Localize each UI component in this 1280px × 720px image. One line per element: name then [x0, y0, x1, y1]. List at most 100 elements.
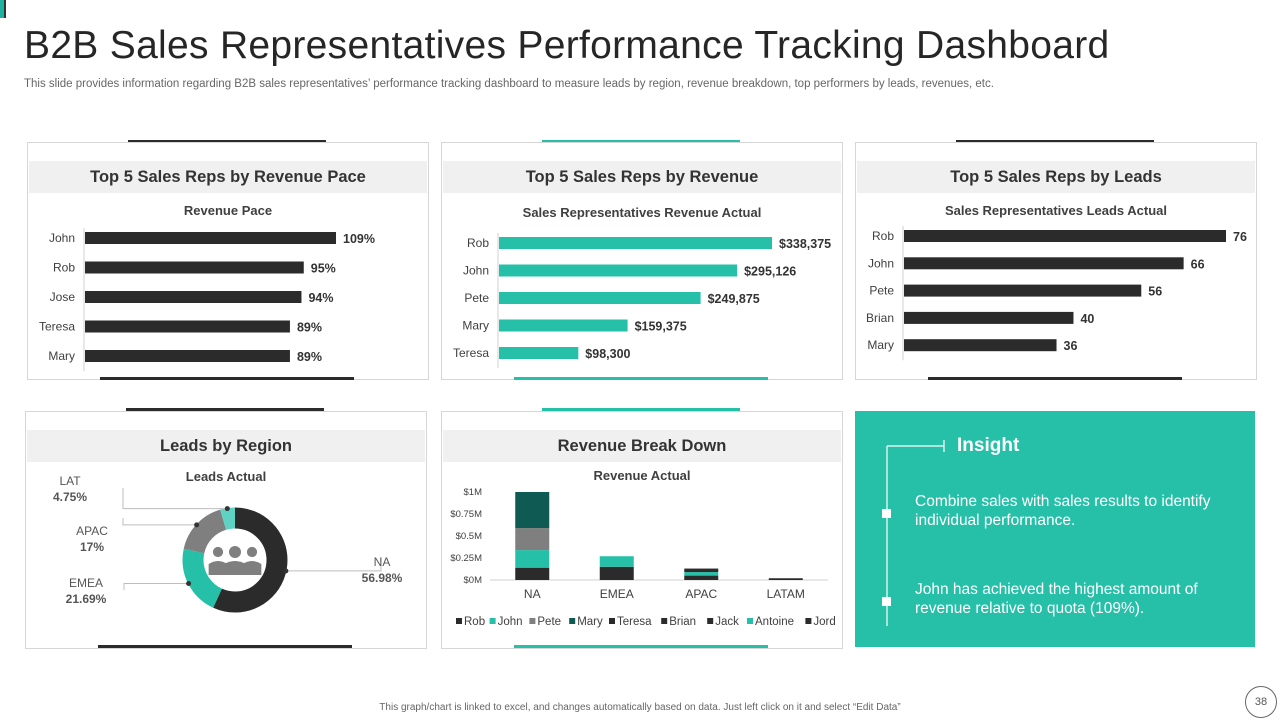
bar-segment-john	[684, 572, 719, 576]
bar	[85, 320, 290, 333]
slice-name: EMEA	[69, 576, 103, 590]
y-tick-label: $0.25M	[450, 553, 482, 564]
legend-label: Pete	[537, 616, 561, 628]
insight-connector-lines	[882, 440, 945, 626]
connector-line	[122, 518, 197, 526]
bar	[85, 261, 304, 274]
category-label: John	[49, 231, 75, 245]
legend-label: Jord	[813, 616, 835, 628]
revenue-chart[interactable]: Rob $338,375 John $295,126 Pete $249,875 Mary $…	[442, 143, 842, 379]
chart-title: Revenue Actual	[593, 468, 691, 483]
legend-swatch	[747, 618, 753, 624]
bar-segment-rob	[684, 575, 719, 580]
category-label: Brian	[866, 311, 894, 325]
legend-label: Rob	[464, 616, 485, 628]
bar	[499, 319, 628, 332]
panel-accent-bottom	[514, 377, 768, 380]
bar	[904, 257, 1184, 270]
panel-revenue-pace[interactable]: Top 5 Sales Reps by Revenue Pace Revenue…	[27, 142, 429, 380]
data-label: 56	[1148, 285, 1162, 299]
category-label: Mary	[462, 319, 489, 333]
revenue-pace-chart[interactable]: John 109% Rob 95% Jose 94% Teresa 89% Mary 89%	[28, 143, 428, 379]
corner-accent-dark	[4, 0, 6, 18]
bar	[904, 230, 1226, 242]
person-body	[224, 561, 246, 575]
data-label: 109%	[343, 232, 375, 246]
connector-dot	[224, 506, 230, 512]
legend-swatch	[569, 618, 576, 624]
legend-swatch	[529, 618, 536, 624]
data-label: 95%	[311, 262, 336, 276]
breakdown-chart[interactable]: $0M $0.25M $0.5M $0.75M $1M NA EMEA APAC LATAM Ro…	[442, 412, 842, 648]
legend-swatch	[489, 618, 496, 624]
connector-dot	[283, 568, 289, 574]
legend-label: Teresa	[617, 616, 652, 628]
legend-label: Mary	[577, 616, 603, 628]
category-label: Mary	[867, 338, 894, 352]
bar	[85, 291, 302, 303]
x-tick-label: LATAM	[767, 587, 805, 601]
panel-accent-top	[126, 408, 324, 413]
legend-label: Jack	[715, 616, 739, 628]
category-label: Teresa	[39, 320, 75, 334]
person-head	[229, 546, 241, 558]
data-label: 66	[1191, 257, 1205, 271]
bar-segment-rob	[599, 566, 634, 580]
chart-title: Sales Representatives Revenue Actual	[522, 205, 762, 220]
insight-box: Insight Combine sales with sales results…	[855, 411, 1255, 647]
y-tick-label: $0.75M	[450, 509, 482, 520]
slice-value: 21.69%	[66, 592, 107, 606]
panel-leads[interactable]: Top 5 Sales Reps by Leads Sales Represen…	[855, 142, 1257, 380]
category-label: Rob	[872, 229, 894, 243]
bar-segment-rob	[515, 567, 550, 580]
panel-accent-bottom	[928, 377, 1182, 380]
data-label: $159,375	[635, 320, 687, 334]
bar-segment-brian	[684, 568, 719, 573]
person-head	[212, 546, 224, 558]
insight-point: Combine sales with sales results to iden…	[915, 493, 1211, 529]
category-label: John	[463, 264, 489, 278]
data-label: 76	[1233, 230, 1247, 244]
bar-segment-john	[515, 550, 550, 568]
panel-heading: Top 5 Sales Reps by Leads	[857, 161, 1255, 193]
connector-line	[123, 582, 189, 590]
category-label: Pete	[869, 284, 894, 298]
legend-label: Brian	[669, 616, 696, 628]
category-label: Teresa	[453, 346, 489, 360]
legend-swatch	[609, 618, 615, 624]
panel-breakdown[interactable]: Revenue Break Down Revenue Actual $0M $0.…	[441, 411, 843, 649]
panel-heading: Top 5 Sales Reps by Revenue Pace	[29, 161, 427, 193]
panel-accent-bottom	[98, 645, 352, 648]
page-title: B2B Sales Representatives Performance Tr…	[24, 24, 1110, 67]
panel-accent-bottom	[514, 645, 768, 648]
bar	[499, 347, 579, 359]
region-donut-chart[interactable]: NA 56.98% EMEA 21.69% APAC 17% LAT 4.75%	[26, 412, 426, 648]
bar	[904, 311, 1074, 324]
chart-title: Sales Representatives Leads Actual	[944, 203, 1168, 218]
legend-swatch	[661, 618, 668, 624]
panel-heading: Revenue Break Down	[443, 430, 841, 462]
footer-note: This graph/chart is linked to excel, and…	[379, 702, 901, 713]
bar	[85, 350, 290, 362]
page-number: 38	[1245, 686, 1277, 718]
panel-revenue[interactable]: Top 5 Sales Reps by Revenue Sales Repres…	[441, 142, 843, 380]
data-label: 89%	[297, 350, 322, 364]
category-label: Pete	[464, 291, 489, 305]
bar-segment-john	[599, 556, 634, 567]
page-subtitle: This slide provides information regardin…	[24, 78, 994, 90]
x-tick-label: APAC	[685, 587, 717, 601]
bar	[499, 237, 772, 249]
panel-accent-top	[542, 408, 740, 413]
people-group-icon	[208, 546, 262, 575]
slice-value: 4.75%	[53, 490, 87, 504]
leads-chart[interactable]: Rob 76 John 66 Pete 56 Brian 40 Mary 36	[856, 143, 1256, 379]
panel-region[interactable]: Leads by Region Leads Actual NA 56.98% EME…	[25, 411, 427, 649]
data-label: 36	[1064, 339, 1078, 353]
connector-dot	[186, 580, 192, 586]
panel-heading: Top 5 Sales Reps by Revenue	[443, 161, 841, 193]
legend-swatch	[805, 618, 812, 624]
data-label: 94%	[308, 291, 333, 305]
chart-title: Revenue Pace	[183, 203, 273, 218]
slice-value: 17%	[80, 540, 104, 554]
bar-segment-pete	[515, 528, 550, 551]
